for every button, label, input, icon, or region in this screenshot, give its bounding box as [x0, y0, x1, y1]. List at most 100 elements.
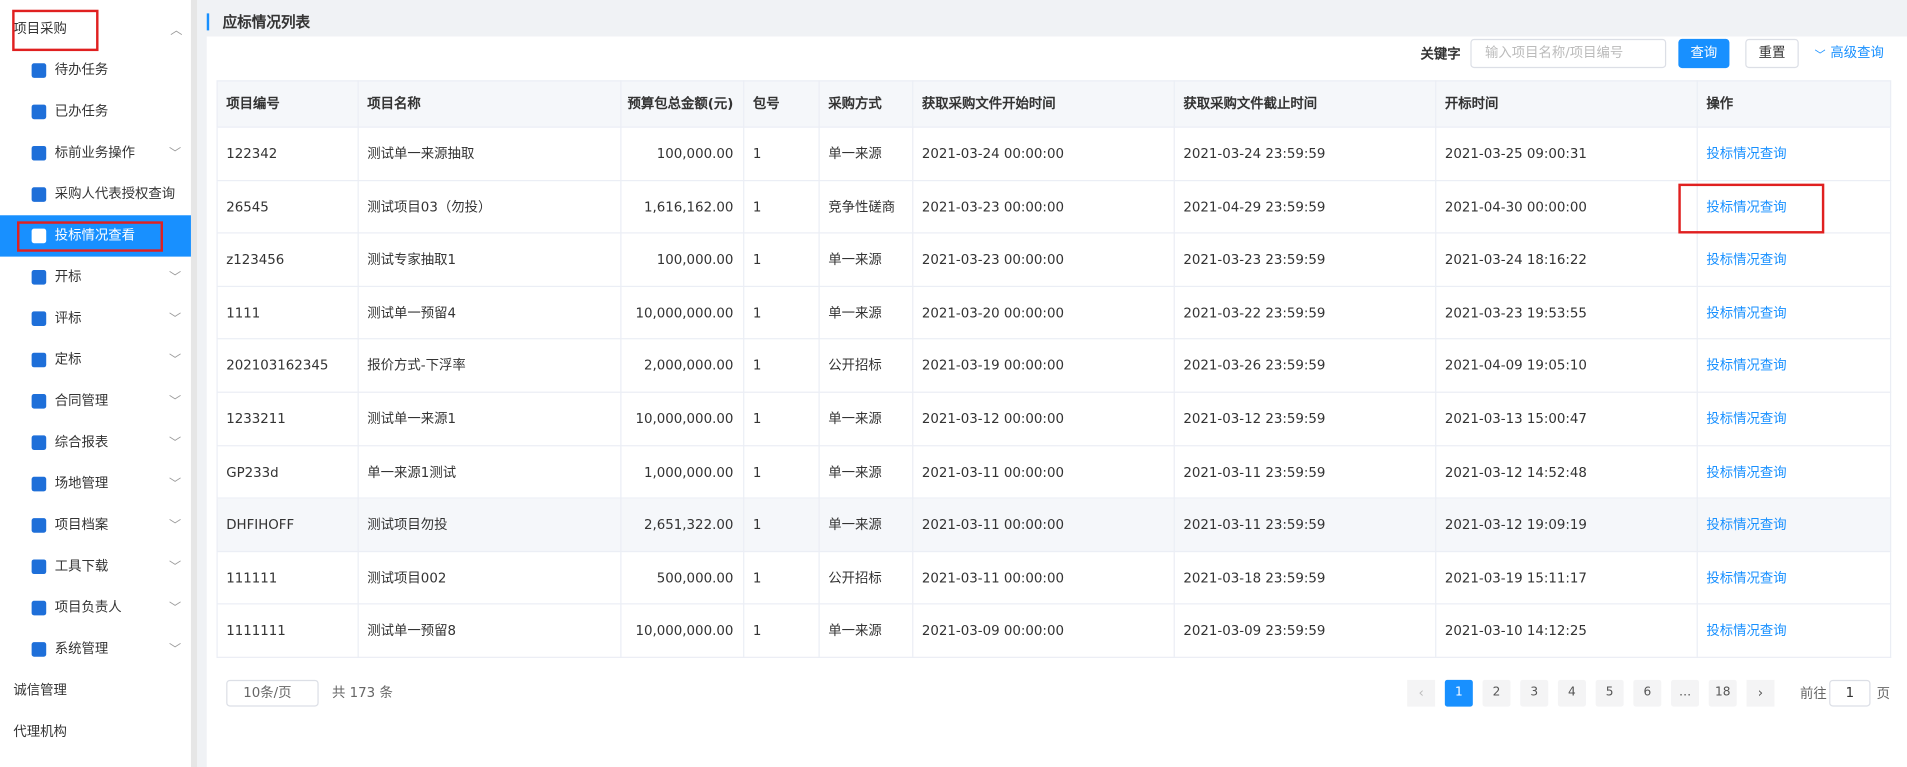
table-cell: 1	[752, 517, 762, 533]
column-header: 操作	[1706, 96, 1734, 112]
table-cell: 2021-03-09 23:59:59	[1183, 623, 1326, 639]
menu-item[interactable]: 已办任务	[54, 103, 109, 120]
menu-icon	[31, 104, 47, 120]
table-cell: 1233211	[226, 411, 286, 427]
action-link[interactable]: 投标情况查询	[1706, 305, 1787, 321]
table-cell: 2,651,322.00	[643, 517, 734, 533]
search-label: 关键字	[1420, 46, 1461, 63]
menu-item[interactable]: 评标	[54, 310, 82, 326]
sidebar	[0, 0, 191, 767]
column-header: 预算包总金额(元)	[627, 96, 734, 112]
placeholder: 输入项目名称/项目编号	[1484, 44, 1624, 61]
advanced-link[interactable]: 高级查询	[1830, 44, 1884, 61]
table-cell: 2021-03-19 00:00:00	[921, 358, 1064, 374]
table-cell: 2021-03-12 00:00:00	[921, 411, 1064, 427]
chevron: ﹀	[169, 353, 182, 368]
menu-item[interactable]: 投标情况查看	[54, 227, 135, 244]
menu-item[interactable]: 综合报表	[54, 434, 109, 450]
menu-item[interactable]: 工具下载	[54, 558, 109, 575]
page-button[interactable]: 18	[1708, 679, 1737, 707]
search-input[interactable]	[1470, 38, 1667, 69]
action-link[interactable]: 投标情况查询	[1706, 570, 1787, 586]
page-button[interactable]: 5	[1595, 679, 1624, 707]
page-button[interactable]: 3	[1520, 679, 1549, 707]
table-row	[216, 392, 1892, 446]
action-link[interactable]: 投标情况查询	[1706, 198, 1787, 215]
table-cell: 2021-03-23 19:53:55	[1444, 305, 1587, 321]
table-cell: 10,000,000.00	[635, 411, 734, 427]
chevron: ﹀	[169, 560, 182, 575]
column-header: 项目编号	[226, 96, 280, 112]
total: 共 173 条	[332, 684, 393, 701]
action-link[interactable]: 投标情况查询	[1706, 517, 1787, 533]
menu-item[interactable]: 系统管理	[54, 640, 109, 657]
menu-icon	[31, 435, 47, 450]
column-divider	[743, 80, 745, 658]
table-cell: 报价方式-下浮率	[367, 358, 466, 374]
page-size-select[interactable]	[226, 679, 319, 707]
menu-item[interactable]: 项目档案	[54, 516, 109, 533]
page-button[interactable]: 6	[1633, 679, 1662, 707]
menu-group[interactable]: 项目采购	[13, 20, 67, 37]
annotation-box	[1678, 183, 1825, 234]
table-cell: 10,000,000.00	[635, 305, 734, 321]
menu-item[interactable]: 开标	[54, 268, 82, 285]
table-cell: 2,000,000.00	[643, 358, 734, 374]
table-cell: 单一来源	[828, 411, 882, 427]
column-header: 包号	[752, 96, 780, 112]
menu-item[interactable]: 代理机构	[13, 723, 67, 740]
table-cell: 2021-03-11 00:00:00	[921, 464, 1064, 480]
goto-input[interactable]: 1	[1829, 679, 1871, 707]
action-link[interactable]: 投标情况查询	[1706, 251, 1787, 268]
menu-item[interactable]: 诚信管理	[13, 682, 67, 699]
action-link[interactable]: 投标情况查询	[1706, 358, 1787, 374]
table-cell: 2021-03-25 09:00:31	[1444, 145, 1587, 162]
query-button[interactable]: 查询	[1678, 38, 1730, 69]
prev-button[interactable]: ‹	[1407, 679, 1436, 707]
next-button[interactable]: ›	[1746, 679, 1775, 707]
table-row	[216, 233, 1892, 287]
chevron: ︿	[170, 24, 183, 38]
table-cell: 2021-03-11 00:00:00	[921, 517, 1064, 533]
menu-item[interactable]: 项目负责人	[54, 599, 122, 616]
table-cell: 2021-03-23 00:00:00	[921, 198, 1064, 215]
action-link[interactable]: 投标情况查询	[1706, 411, 1787, 427]
table-cell: 2021-03-09 00:00:00	[921, 623, 1064, 639]
table-row	[216, 551, 1892, 605]
table-cell: 1	[752, 305, 762, 321]
action-link[interactable]: 投标情况查询	[1706, 464, 1787, 480]
menu-icon	[31, 476, 47, 492]
menu-item[interactable]: 定标	[54, 351, 82, 368]
action-link[interactable]: 投标情况查询	[1706, 623, 1787, 639]
table-cell: 1	[752, 623, 762, 639]
menu-icon	[31, 394, 47, 409]
chevron: ﹀	[169, 643, 182, 657]
table-cell: DHFIHOFF	[226, 517, 295, 533]
table-cell: 1	[752, 198, 762, 215]
menu-item[interactable]: 合同管理	[54, 392, 109, 409]
chevron: ﹀	[169, 271, 182, 285]
reset-button[interactable]: 重置	[1745, 38, 1799, 69]
menu-item[interactable]: 场地管理	[54, 475, 109, 492]
page-button[interactable]: 2	[1482, 679, 1511, 707]
table-cell: 2021-03-20 00:00:00	[921, 305, 1064, 321]
table-cell: 2021-03-24 18:16:22	[1444, 251, 1587, 268]
action-link[interactable]: 投标情况查询	[1706, 145, 1787, 162]
menu-item[interactable]: 待办任务	[54, 62, 109, 78]
table-cell: 单一来源1测试	[367, 464, 457, 480]
table-cell: 单一来源	[828, 251, 882, 268]
column-divider	[912, 80, 914, 658]
column-divider	[818, 80, 820, 658]
table-cell: 2021-04-30 00:00:00	[1444, 198, 1587, 215]
table-cell: 2021-03-24 23:59:59	[1183, 145, 1326, 162]
table-cell: 10,000,000.00	[635, 623, 734, 639]
table-cell: 1	[752, 464, 762, 480]
menu-item[interactable]: 采购人代表授权查询	[54, 186, 176, 202]
page-button[interactable]: 1	[1444, 679, 1473, 707]
table-cell: 单一来源	[828, 305, 882, 321]
menu-item[interactable]: 标前业务操作	[54, 144, 135, 161]
table-cell: 1	[752, 358, 762, 374]
page-button[interactable]: 4	[1557, 679, 1586, 707]
page-button[interactable]: …	[1671, 679, 1700, 707]
